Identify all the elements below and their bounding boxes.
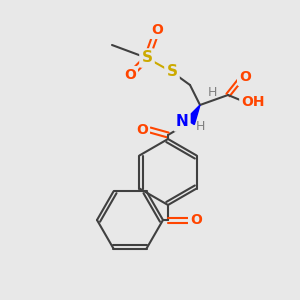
Text: H: H [207, 86, 217, 100]
Text: O: O [190, 213, 202, 227]
Polygon shape [186, 105, 200, 124]
Text: O: O [136, 123, 148, 137]
Text: N: N [176, 115, 188, 130]
Text: OH: OH [241, 95, 265, 109]
Text: O: O [124, 68, 136, 82]
Text: H: H [195, 121, 205, 134]
Text: S: S [167, 64, 178, 80]
Text: O: O [151, 23, 163, 37]
Text: O: O [239, 70, 251, 84]
Text: S: S [142, 50, 152, 65]
